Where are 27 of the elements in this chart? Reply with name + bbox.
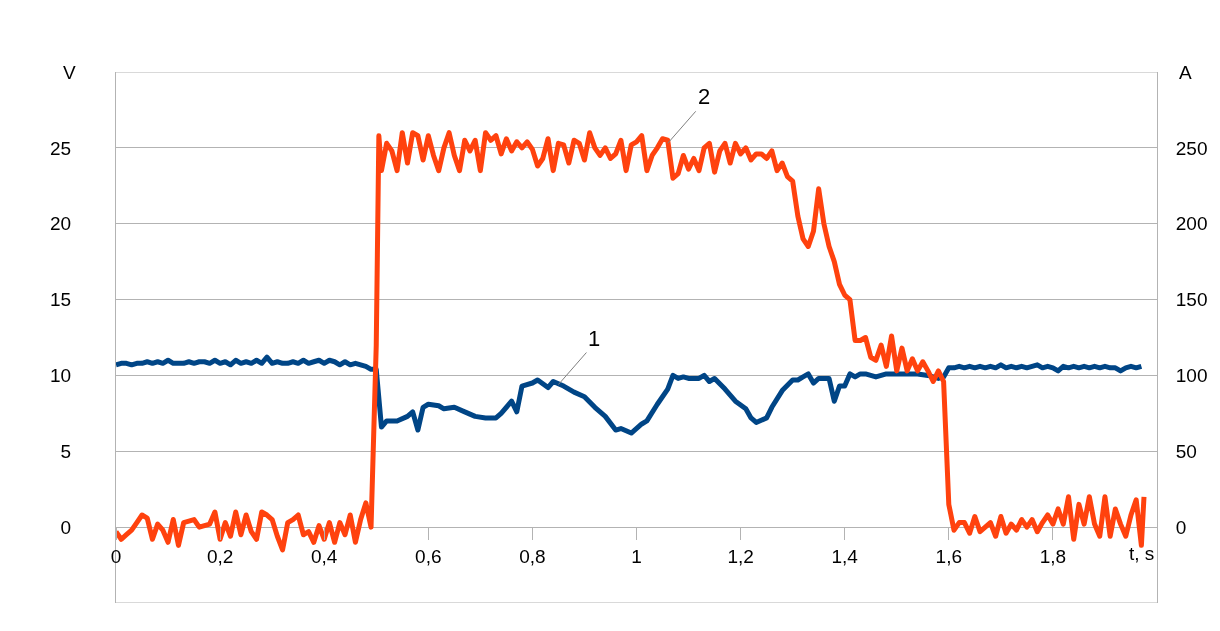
x-tick-label: 0,8 (519, 545, 546, 567)
x-tick-label: 1,6 (935, 545, 963, 567)
x-tick-label: 0 (110, 545, 122, 567)
annotation: 1 (588, 326, 601, 351)
annotation: 2 (698, 84, 711, 109)
x-tick-label: 0,2 (206, 545, 234, 567)
y-tick-label: 20 (50, 213, 72, 235)
y2-axis-title: A (1179, 62, 1192, 83)
y2-tick-label: 0 (1175, 516, 1187, 538)
y-tick-label: 5 (60, 440, 72, 462)
y-tick-label: 0 (60, 516, 72, 538)
y2-tick-label: 100 (1175, 365, 1208, 387)
y2-tick-label: 50 (1175, 440, 1197, 462)
x-tick-label: 1,2 (727, 545, 754, 567)
x-axis-title: t, s (1129, 543, 1155, 564)
y2-tick-label: 150 (1175, 289, 1208, 311)
x-tick-label: 1,4 (831, 545, 859, 567)
y2-tick-label: 200 (1175, 213, 1208, 235)
y-axis-title: V (63, 62, 76, 83)
x-tick-label: 0,6 (415, 545, 442, 567)
y2-tick-label: 250 (1175, 137, 1208, 159)
y-tick-label: 15 (50, 289, 72, 311)
y-tick-label: 10 (50, 365, 72, 387)
x-tick-label: 1,8 (1039, 545, 1067, 567)
x-tick-label: 0,4 (310, 545, 338, 567)
x-tick-label: 1 (631, 545, 642, 567)
y-tick-label: 25 (50, 137, 72, 159)
